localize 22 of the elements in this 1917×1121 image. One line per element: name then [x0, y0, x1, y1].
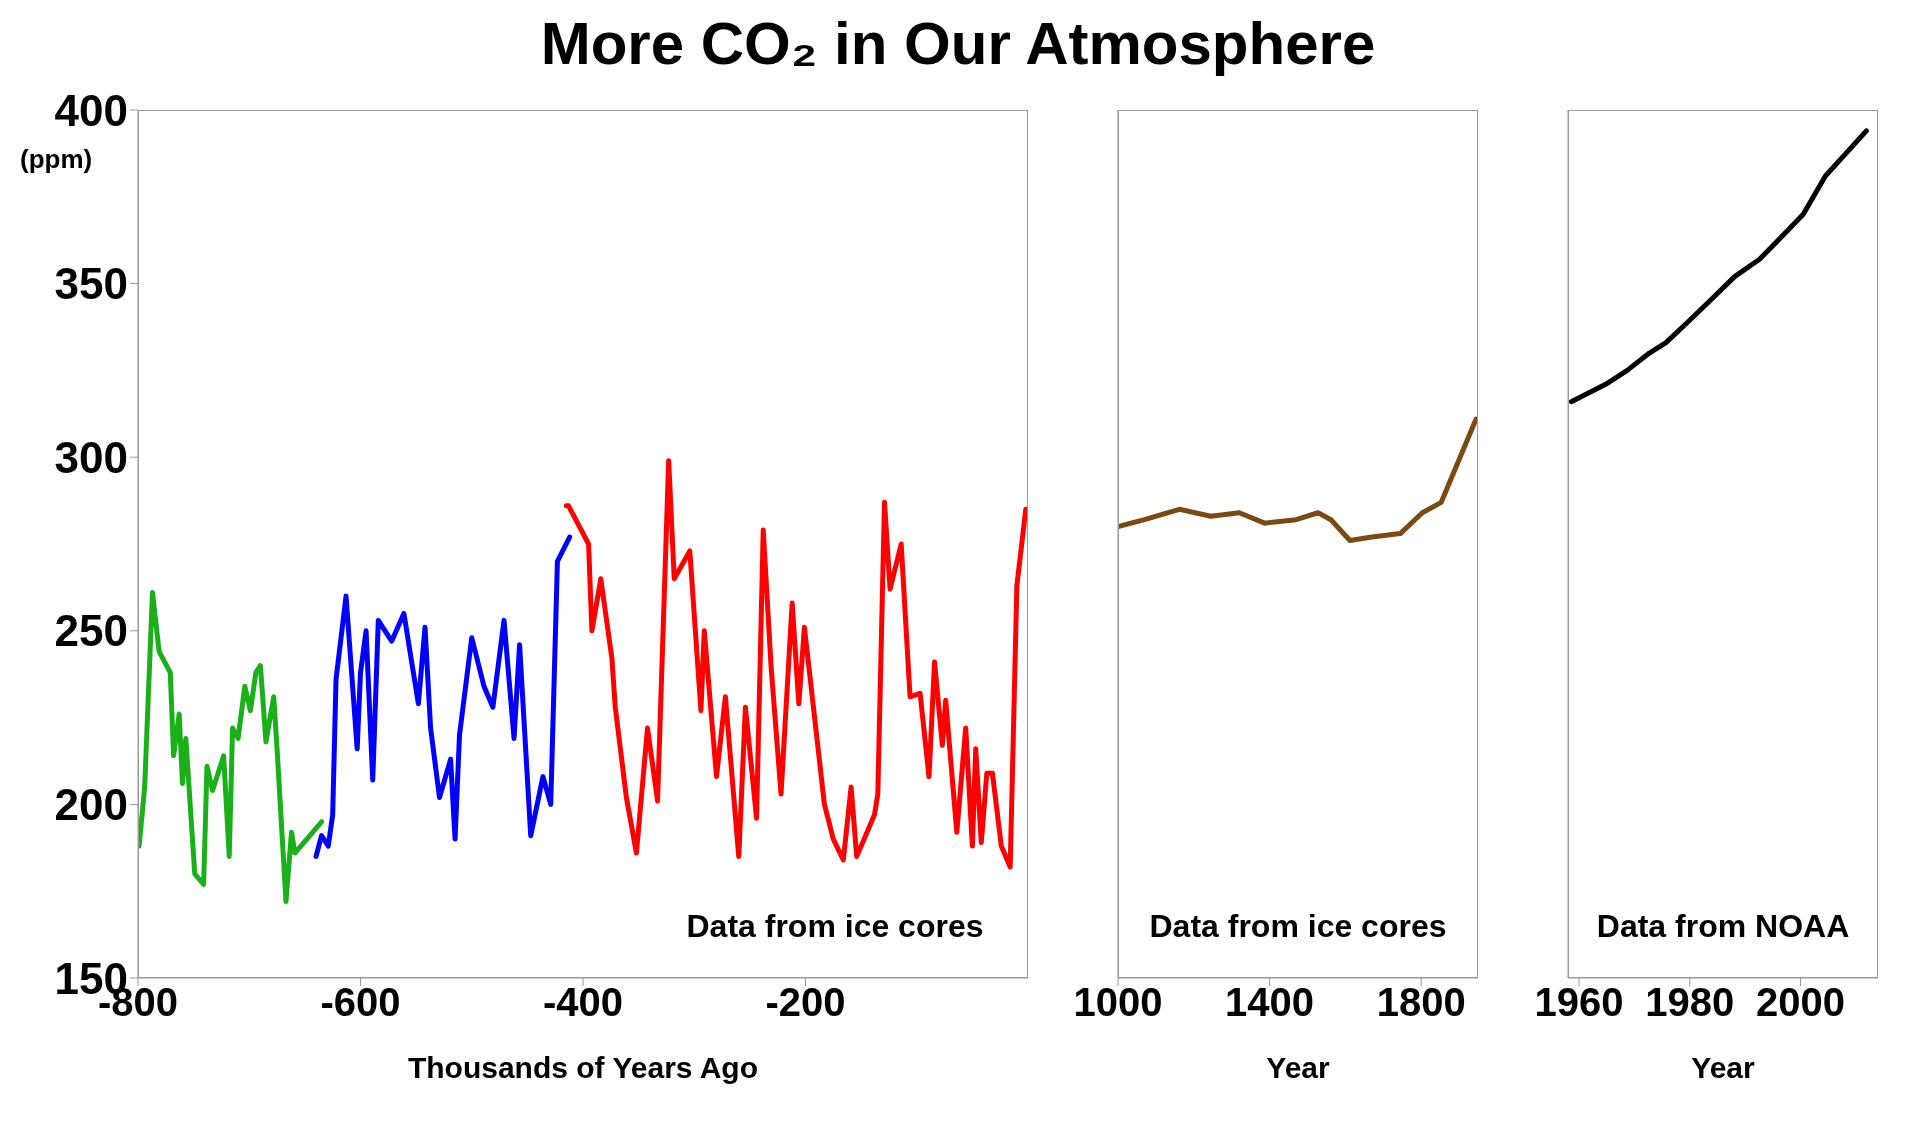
x-tick-label: 1400	[1225, 980, 1315, 1025]
x-tick-label: -200	[765, 980, 846, 1025]
annotation: Data from ice cores	[1148, 908, 1448, 945]
annotation: Data from ice cores	[685, 908, 984, 945]
x-tick-label: -600	[320, 980, 401, 1025]
x-tick-label: 1000	[1073, 980, 1163, 1025]
x-tick-label: 1960	[1534, 980, 1624, 1025]
x-tick-label: 2000	[1756, 980, 1845, 1025]
y-tick-label: 350	[54, 259, 128, 309]
y-axis-title: (ppm)	[20, 144, 93, 174]
x-axis-title: Thousands of Years Ago	[407, 1051, 759, 1084]
y-tick-label: 300	[54, 432, 128, 482]
x-tick-label: 1980	[1645, 980, 1735, 1025]
y-tick-label: 400	[54, 85, 128, 135]
x-tick-label: -400	[542, 980, 624, 1025]
x-axis-title: Year	[1266, 1051, 1331, 1084]
x-axis-title: Year	[1691, 1051, 1756, 1084]
y-tick-label: 250	[54, 606, 128, 656]
y-tick-label: 200	[54, 780, 128, 830]
x-tick-label: 1800	[1376, 980, 1466, 1025]
chart-title: More CO₂ in Our Atmosphere	[539, 9, 1377, 79]
annotation: Data from NOAA	[1595, 908, 1851, 945]
